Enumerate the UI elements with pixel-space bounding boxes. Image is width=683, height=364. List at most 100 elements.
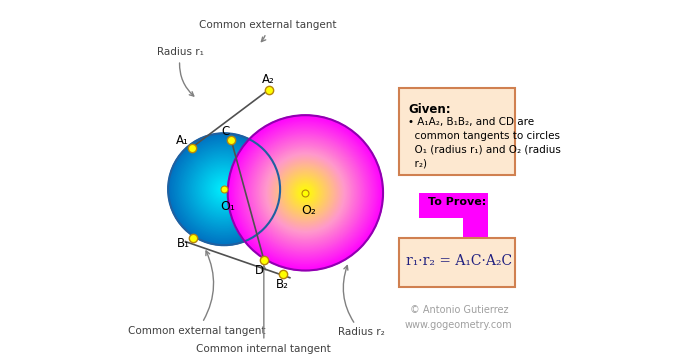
Circle shape [294, 181, 317, 205]
Circle shape [269, 156, 342, 229]
Circle shape [301, 188, 310, 198]
Circle shape [179, 144, 270, 235]
Circle shape [175, 140, 273, 238]
Circle shape [232, 120, 378, 266]
Text: Common internal tangent: Common internal tangent [197, 266, 331, 353]
Circle shape [178, 143, 270, 236]
Circle shape [223, 189, 225, 190]
Circle shape [288, 175, 323, 211]
Circle shape [171, 137, 277, 242]
Text: O₂: O₂ [302, 204, 316, 217]
Circle shape [219, 184, 229, 194]
Circle shape [186, 151, 262, 227]
Circle shape [197, 163, 251, 216]
Circle shape [253, 140, 358, 246]
Circle shape [290, 177, 321, 208]
Circle shape [195, 160, 253, 219]
Circle shape [267, 155, 344, 231]
Circle shape [268, 155, 343, 230]
Circle shape [219, 183, 229, 195]
Circle shape [182, 147, 266, 231]
Circle shape [183, 148, 266, 230]
Circle shape [190, 155, 258, 223]
Circle shape [264, 152, 346, 234]
Circle shape [200, 165, 248, 213]
Text: Given:: Given: [408, 103, 451, 115]
Text: Radius r₂: Radius r₂ [338, 266, 385, 337]
Circle shape [241, 128, 370, 257]
Circle shape [273, 160, 338, 225]
Circle shape [270, 158, 340, 228]
Circle shape [280, 167, 331, 218]
Circle shape [211, 176, 238, 202]
Circle shape [198, 163, 250, 215]
Circle shape [222, 187, 226, 191]
Circle shape [275, 163, 335, 223]
Text: Common external tangent: Common external tangent [128, 251, 266, 336]
Circle shape [173, 139, 275, 240]
Circle shape [276, 163, 335, 222]
Circle shape [187, 152, 261, 226]
Circle shape [204, 169, 245, 210]
Circle shape [251, 138, 360, 247]
Circle shape [223, 188, 225, 191]
Text: © Antonio Gutierrez
www.gogeometry.com: © Antonio Gutierrez www.gogeometry.com [405, 305, 513, 330]
Circle shape [192, 157, 256, 221]
Text: Common external tangent: Common external tangent [199, 20, 336, 41]
Text: D: D [255, 264, 264, 277]
Circle shape [249, 137, 361, 249]
Circle shape [291, 178, 320, 207]
Circle shape [174, 139, 274, 239]
Text: Radius r₁: Radius r₁ [157, 47, 204, 96]
Text: r₁·r₂ = A₁C·A₂C: r₁·r₂ = A₁C·A₂C [406, 254, 512, 269]
Circle shape [256, 144, 354, 242]
Circle shape [214, 179, 234, 199]
Circle shape [220, 185, 228, 193]
Circle shape [230, 118, 380, 268]
Circle shape [232, 119, 379, 266]
Circle shape [199, 164, 249, 214]
Circle shape [258, 146, 352, 240]
Circle shape [184, 149, 264, 229]
Circle shape [168, 133, 280, 245]
Circle shape [262, 149, 349, 236]
Circle shape [285, 173, 326, 213]
Circle shape [180, 145, 269, 234]
Circle shape [255, 142, 356, 243]
Circle shape [180, 145, 268, 233]
Circle shape [188, 153, 260, 226]
Circle shape [282, 170, 329, 216]
Circle shape [170, 135, 278, 243]
Circle shape [199, 165, 249, 214]
Circle shape [233, 120, 378, 265]
FancyBboxPatch shape [400, 238, 515, 287]
Circle shape [281, 168, 330, 218]
Circle shape [182, 147, 267, 232]
Circle shape [248, 135, 363, 250]
Circle shape [189, 154, 260, 225]
Circle shape [231, 118, 380, 268]
Circle shape [213, 178, 236, 201]
Circle shape [184, 149, 265, 230]
Circle shape [216, 181, 232, 198]
Circle shape [300, 187, 311, 198]
Circle shape [176, 141, 273, 238]
Circle shape [272, 159, 339, 226]
Circle shape [173, 138, 275, 240]
Circle shape [283, 170, 328, 215]
Text: A₁: A₁ [176, 134, 189, 147]
Circle shape [214, 179, 234, 200]
Circle shape [270, 157, 341, 229]
Circle shape [205, 170, 243, 208]
Text: A₂: A₂ [262, 72, 275, 86]
Circle shape [218, 183, 230, 195]
Circle shape [201, 167, 247, 211]
Circle shape [259, 146, 352, 240]
Circle shape [264, 151, 348, 235]
Circle shape [247, 135, 363, 251]
Circle shape [209, 174, 240, 205]
Circle shape [221, 186, 227, 192]
Circle shape [246, 133, 365, 253]
Circle shape [266, 154, 344, 232]
Circle shape [250, 138, 361, 248]
